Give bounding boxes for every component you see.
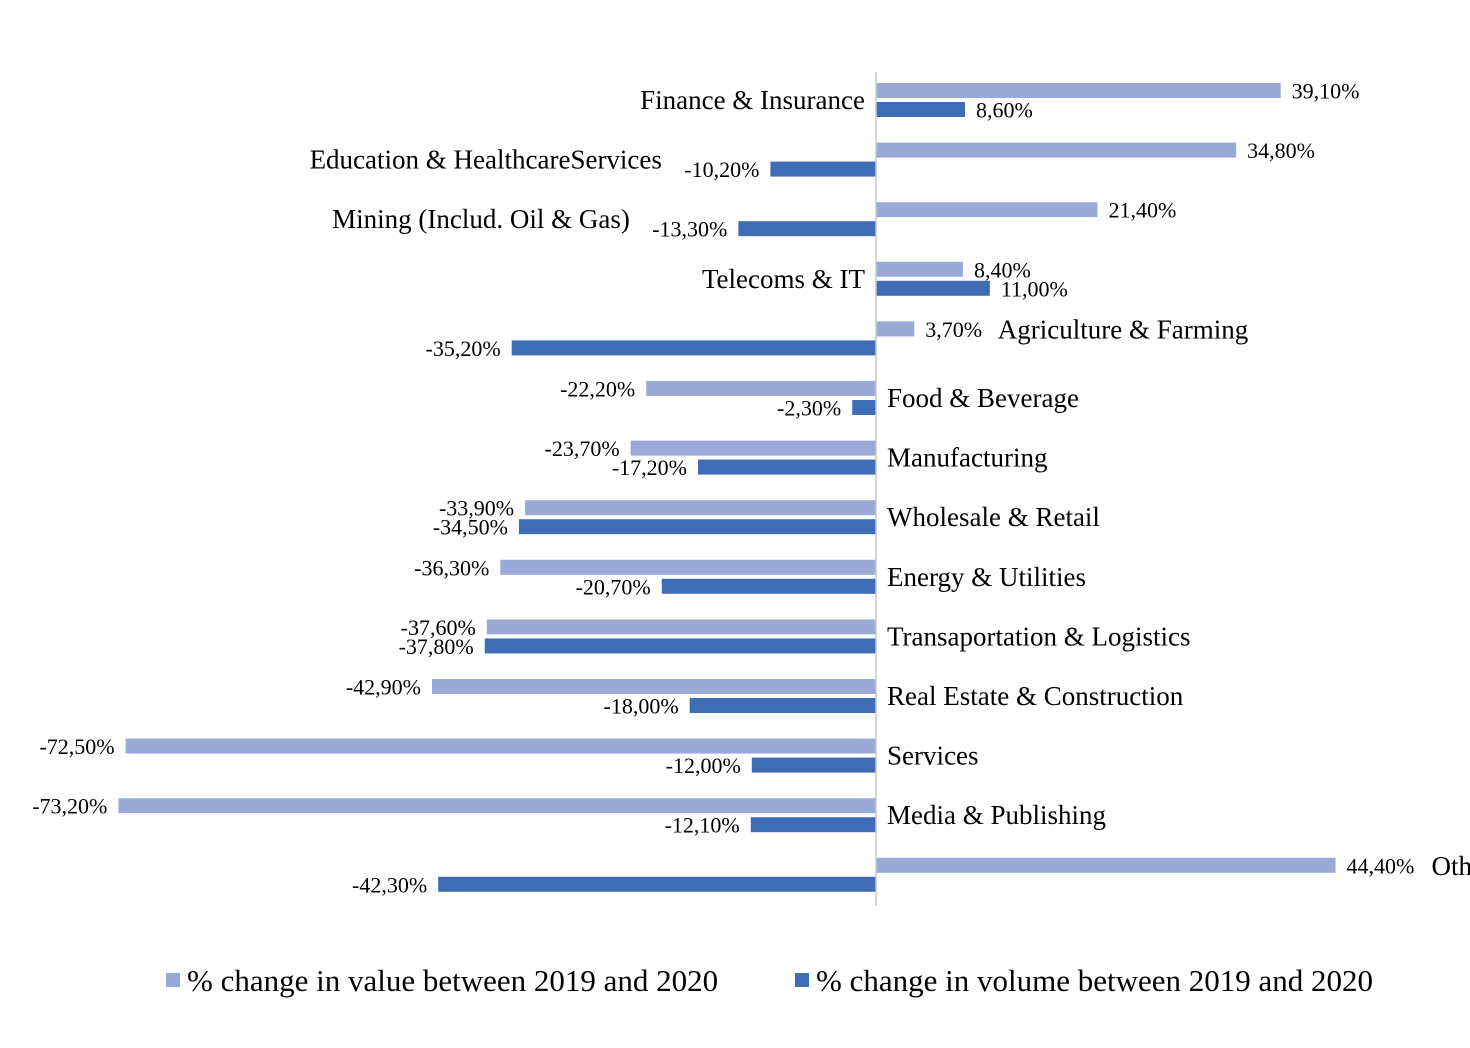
bar-value-real-estate-construction xyxy=(431,679,876,694)
category-label-mining-includ-oil-gas: Mining (Includ. Oil & Gas) xyxy=(332,204,630,234)
data-label-value-finance-insurance: 39,10% xyxy=(1292,79,1360,104)
category-label-services: Services xyxy=(887,741,978,771)
category-label-agriculture-farming: Agriculture & Farming xyxy=(998,314,1248,344)
data-label-value-media-publishing: -73,20% xyxy=(32,794,107,819)
data-label-value-agriculture-farming: 3,70% xyxy=(925,317,982,342)
legend-swatch-value xyxy=(166,973,180,987)
bar-volume-others xyxy=(438,876,876,892)
legend-label-value: % change in value between 2019 and 2020 xyxy=(187,963,718,998)
bar-value-manufacturing xyxy=(630,440,876,456)
data-label-value-telecoms-it: 8,40% xyxy=(974,257,1031,282)
bar-volume-energy-utilities xyxy=(661,578,876,594)
bar-volume-transaportation-logistics xyxy=(484,638,876,654)
bar-value-telecoms-it xyxy=(876,261,963,277)
data-label-volume-finance-insurance: 8,60% xyxy=(976,98,1033,123)
category-label-transaportation-logistics: Transaportation & Logistics xyxy=(887,621,1191,651)
data-label-value-manufacturing: -23,70% xyxy=(545,436,620,461)
data-label-value-real-estate-construction: -42,90% xyxy=(346,675,421,700)
data-label-value-transaportation-logistics: -37,60% xyxy=(401,615,476,640)
bar-volume-finance-insurance xyxy=(876,102,966,117)
data-label-volume-mining-includ-oil-gas: -13,30% xyxy=(652,217,727,242)
category-label-manufacturing: Manufacturing xyxy=(887,443,1047,473)
bar-volume-real-estate-construction xyxy=(689,698,876,713)
bar-value-others xyxy=(876,857,1336,873)
category-label-real-estate-construction: Real Estate & Construction xyxy=(887,681,1184,711)
data-label-volume-education-healthcareservices: -10,20% xyxy=(684,157,759,182)
category-label-education-healthcareservices: Education & HealthcareServices xyxy=(310,145,662,175)
data-label-value-food-beverage: -22,20% xyxy=(560,377,635,402)
bar-volume-agriculture-farming xyxy=(511,340,876,356)
bars-layer xyxy=(118,83,1336,892)
bar-value-media-publishing xyxy=(118,798,876,814)
bar-value-finance-insurance xyxy=(876,83,1281,98)
data-label-volume-media-publishing: -12,10% xyxy=(665,813,740,838)
category-label-media-publishing: Media & Publishing xyxy=(887,800,1106,830)
bar-volume-food-beverage xyxy=(852,400,876,415)
bar-volume-services xyxy=(751,757,876,773)
bar-value-wholesale-retail xyxy=(525,500,876,516)
data-label-volume-services: -12,00% xyxy=(666,753,741,778)
bar-value-food-beverage xyxy=(646,381,876,396)
data-label-volume-transaportation-logistics: -37,80% xyxy=(399,634,474,659)
data-label-value-education-healthcareservices: 34,80% xyxy=(1247,138,1315,163)
category-label-telecoms-it: Telecoms & IT xyxy=(702,264,866,294)
data-label-volume-manufacturing: -17,20% xyxy=(612,455,687,480)
bar-volume-telecoms-it xyxy=(876,280,990,296)
bar-value-mining-includ-oil-gas xyxy=(876,202,1098,218)
bar-value-transaportation-logistics xyxy=(486,619,876,635)
data-label-value-energy-utilities: -36,30% xyxy=(414,555,489,580)
data-label-value-others: 44,40% xyxy=(1347,853,1415,878)
data-label-volume-real-estate-construction: -18,00% xyxy=(604,694,679,719)
bar-value-agriculture-farming xyxy=(876,321,915,337)
data-label-volume-energy-utilities: -20,70% xyxy=(576,574,651,599)
data-label-volume-agriculture-farming: -35,20% xyxy=(426,336,501,361)
data-label-volume-wholesale-retail: -34,50% xyxy=(433,515,508,540)
data-label-value-mining-includ-oil-gas: 21,40% xyxy=(1108,198,1176,223)
data-label-volume-food-beverage: -2,30% xyxy=(777,396,841,421)
category-label-others: Others xyxy=(1432,851,1470,881)
bar-volume-manufacturing xyxy=(697,459,876,475)
bar-value-services xyxy=(125,738,876,754)
category-label-energy-utilities: Energy & Utilities xyxy=(887,562,1086,592)
category-label-food-beverage: Food & Beverage xyxy=(887,383,1079,413)
legend-label-volume: % change in volume between 2019 and 2020 xyxy=(816,963,1373,998)
labels-layer: 39,10% 8,60% Finance & Insurance 34,80% -10,… xyxy=(32,79,1470,898)
data-label-value-wholesale-retail: -33,90% xyxy=(439,496,514,521)
legend: % change in value between 2019 and 2020 … xyxy=(166,963,1373,998)
data-label-volume-others: -42,30% xyxy=(352,872,427,897)
data-label-value-services: -72,50% xyxy=(39,734,114,759)
bar-volume-wholesale-retail xyxy=(518,519,876,535)
data-label-volume-telecoms-it: 11,00% xyxy=(1001,276,1068,301)
bar-value-education-healthcareservices xyxy=(876,142,1237,158)
category-label-finance-insurance: Finance & Insurance xyxy=(640,85,865,115)
bar-value-energy-utilities xyxy=(500,559,876,575)
bar-volume-media-publishing xyxy=(750,817,876,833)
legend-swatch-volume xyxy=(795,973,809,987)
category-label-wholesale-retail: Wholesale & Retail xyxy=(887,502,1100,532)
bar-volume-education-healthcareservices xyxy=(770,161,876,177)
bar-volume-mining-includ-oil-gas xyxy=(738,221,876,237)
